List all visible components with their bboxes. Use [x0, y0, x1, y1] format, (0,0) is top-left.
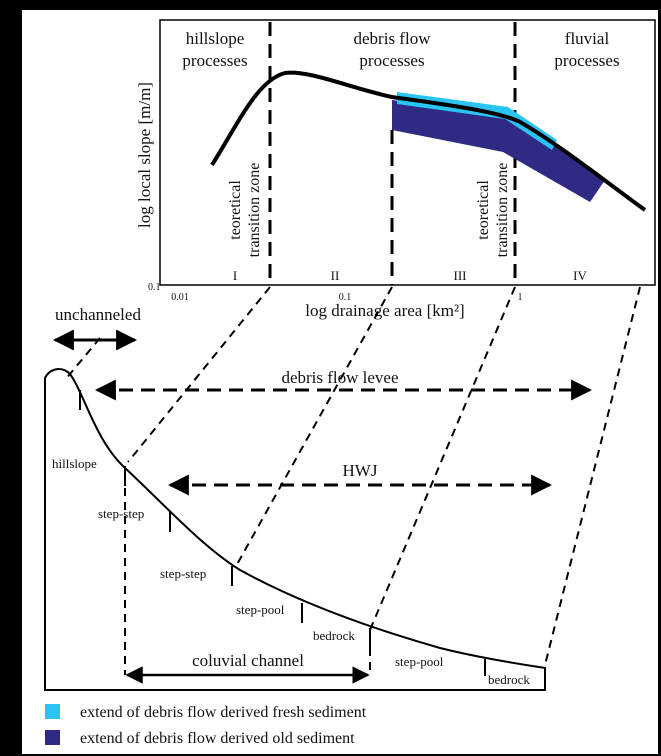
legend-label: extend of debris flow derived fresh sedi…	[80, 704, 367, 721]
zone-label: fluvial	[565, 29, 610, 48]
levee-label: debris flow levee	[281, 368, 398, 387]
feature-label: step-pool	[395, 654, 444, 669]
feature-label: bedrock	[313, 628, 355, 643]
zone-label: processes	[359, 51, 424, 70]
y-tick-label: 0.1	[148, 282, 161, 293]
feature-label: bedrock	[488, 672, 530, 687]
transition-label: teoretical	[475, 180, 492, 240]
channel-label: coluvial channel	[192, 651, 304, 670]
legend-label: extend of debris flow derived old sedime…	[80, 730, 355, 747]
x-axis-label: log drainage area [km²]	[305, 301, 464, 320]
feature-label: step-step	[98, 506, 144, 521]
transition-label: transition zone	[246, 163, 263, 258]
unchanneled-label: unchanneled	[55, 305, 141, 324]
legend-swatch	[45, 730, 60, 745]
zone-label: processes	[182, 51, 247, 70]
x-tick-label: 0.01	[171, 292, 189, 303]
feature-label: hillslope	[52, 456, 97, 471]
region-label: IV	[573, 268, 587, 283]
diagram: hillslope processes debris flow processe…	[0, 0, 661, 756]
region-label: II	[331, 268, 340, 283]
legend-swatch	[45, 704, 60, 719]
region-label: I	[233, 268, 237, 283]
y-axis-label: log local slope [m/m]	[135, 82, 154, 228]
x-tick-label: 1	[518, 292, 523, 303]
transition-label: transition zone	[494, 163, 511, 258]
feature-label: step-pool	[236, 602, 285, 617]
region-label: III	[454, 268, 467, 283]
feature-label: step-step	[160, 566, 206, 581]
zone-label: hillslope	[186, 29, 245, 48]
zone-label: debris flow	[354, 29, 432, 48]
hwj-label: HWJ	[343, 461, 378, 480]
transition-label: teoretical	[227, 180, 244, 240]
zone-label: processes	[554, 51, 619, 70]
x-tick-label: 0.1	[339, 292, 352, 303]
